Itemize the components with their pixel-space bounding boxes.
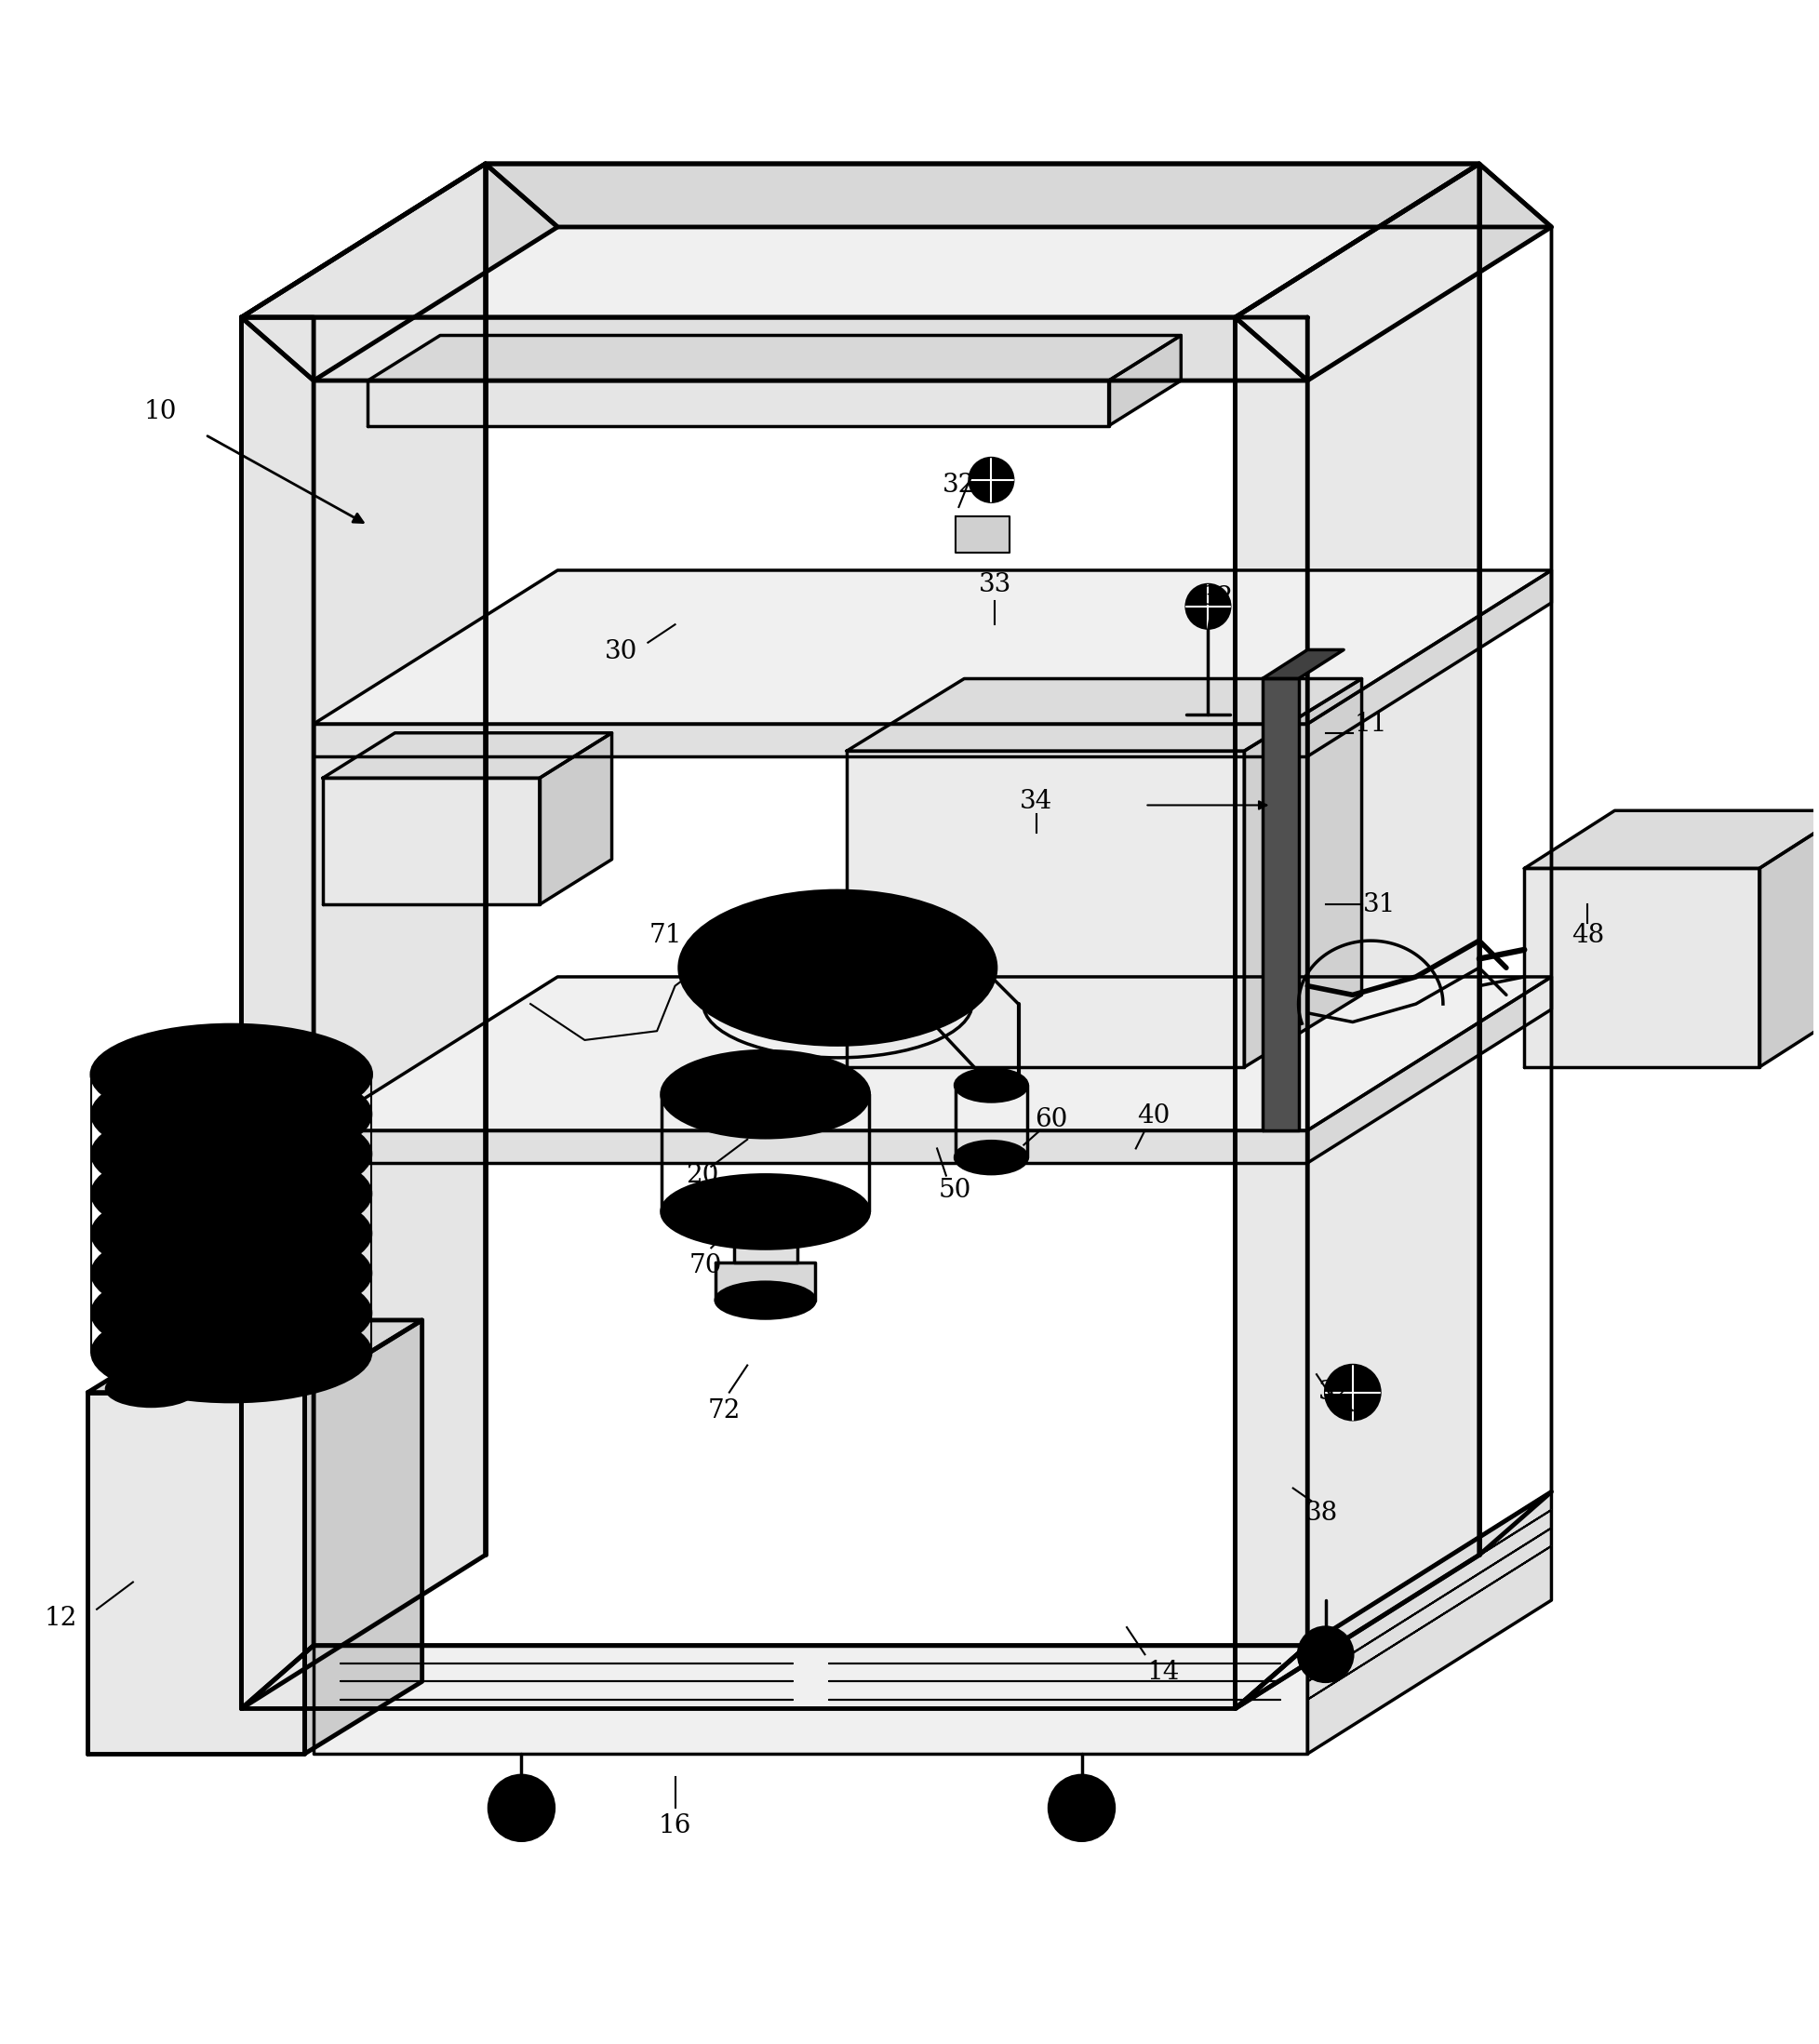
Text: 33: 33 (979, 572, 1011, 597)
Polygon shape (1759, 811, 1819, 1067)
Text: 11: 11 (1353, 711, 1386, 736)
Ellipse shape (91, 1104, 371, 1204)
Text: 31: 31 (1362, 891, 1395, 918)
Circle shape (1186, 585, 1230, 628)
Circle shape (1324, 1365, 1379, 1419)
Polygon shape (1306, 1545, 1550, 1699)
Circle shape (1064, 1793, 1097, 1823)
Polygon shape (1306, 1492, 1550, 1754)
Polygon shape (242, 164, 557, 380)
Ellipse shape (660, 1175, 869, 1249)
Polygon shape (242, 1645, 1306, 1709)
Polygon shape (1306, 977, 1550, 1163)
Polygon shape (242, 317, 313, 1709)
Ellipse shape (715, 1282, 815, 1318)
Text: 32: 32 (942, 472, 975, 499)
Text: 32: 32 (1317, 1380, 1350, 1404)
Polygon shape (367, 380, 1108, 425)
Text: 30: 30 (604, 640, 637, 664)
Text: 16: 16 (658, 1813, 691, 1840)
Text: 10: 10 (144, 399, 176, 423)
Polygon shape (242, 317, 1306, 380)
Ellipse shape (91, 1224, 371, 1322)
Text: 60: 60 (1033, 1108, 1066, 1132)
Polygon shape (1524, 811, 1819, 869)
Polygon shape (846, 679, 1361, 750)
Circle shape (822, 936, 851, 965)
Text: 20: 20 (686, 1163, 719, 1188)
Ellipse shape (91, 1065, 371, 1163)
Polygon shape (486, 164, 1550, 227)
Text: 12: 12 (44, 1607, 76, 1631)
Circle shape (1311, 1641, 1337, 1668)
Text: 70: 70 (689, 1253, 722, 1278)
Circle shape (506, 1793, 537, 1823)
Polygon shape (313, 724, 1306, 756)
Polygon shape (1262, 650, 1342, 679)
Text: 14: 14 (1146, 1660, 1179, 1684)
Polygon shape (846, 750, 1244, 1067)
Polygon shape (87, 1392, 304, 1754)
Ellipse shape (91, 1302, 371, 1402)
Polygon shape (367, 335, 1181, 380)
Ellipse shape (660, 1051, 869, 1139)
Polygon shape (538, 734, 611, 905)
Text: 15: 15 (1335, 1398, 1368, 1423)
Circle shape (1297, 1627, 1352, 1682)
Polygon shape (242, 164, 486, 1709)
Text: 72: 72 (708, 1398, 740, 1423)
Polygon shape (1262, 679, 1297, 1130)
Polygon shape (1306, 1529, 1550, 1682)
Polygon shape (313, 570, 1550, 724)
Polygon shape (313, 1645, 1306, 1754)
Polygon shape (1306, 570, 1550, 756)
Polygon shape (1235, 164, 1479, 1709)
Polygon shape (1108, 335, 1181, 425)
Polygon shape (955, 515, 1010, 552)
Ellipse shape (91, 1183, 371, 1284)
Polygon shape (715, 1263, 815, 1300)
Polygon shape (1235, 164, 1550, 380)
Text: 32: 32 (1201, 585, 1233, 609)
Polygon shape (1306, 1511, 1550, 1664)
Text: 48: 48 (1570, 922, 1603, 948)
Polygon shape (322, 734, 611, 779)
Text: 38: 38 (1304, 1500, 1337, 1527)
Polygon shape (1235, 1492, 1550, 1709)
Ellipse shape (955, 1141, 1028, 1173)
Polygon shape (1244, 679, 1361, 1067)
Polygon shape (1524, 869, 1759, 1067)
Polygon shape (322, 779, 538, 905)
Text: 13: 13 (98, 1055, 131, 1079)
Polygon shape (242, 164, 1479, 317)
Polygon shape (304, 1320, 422, 1754)
Text: 34: 34 (1019, 789, 1053, 814)
Circle shape (489, 1776, 553, 1840)
Ellipse shape (106, 1372, 196, 1406)
Polygon shape (313, 977, 1550, 1130)
Polygon shape (313, 1130, 1306, 1163)
Text: 50: 50 (939, 1177, 971, 1202)
Polygon shape (87, 1320, 422, 1392)
Text: 71: 71 (649, 922, 682, 948)
Ellipse shape (91, 1145, 371, 1243)
Ellipse shape (955, 1069, 1028, 1102)
Ellipse shape (91, 1263, 371, 1363)
Ellipse shape (91, 1024, 371, 1124)
Polygon shape (733, 1212, 797, 1263)
Ellipse shape (678, 891, 995, 1044)
Circle shape (970, 458, 1013, 501)
Text: 40: 40 (1137, 1104, 1170, 1128)
Circle shape (1048, 1776, 1113, 1840)
Polygon shape (1235, 317, 1306, 1709)
